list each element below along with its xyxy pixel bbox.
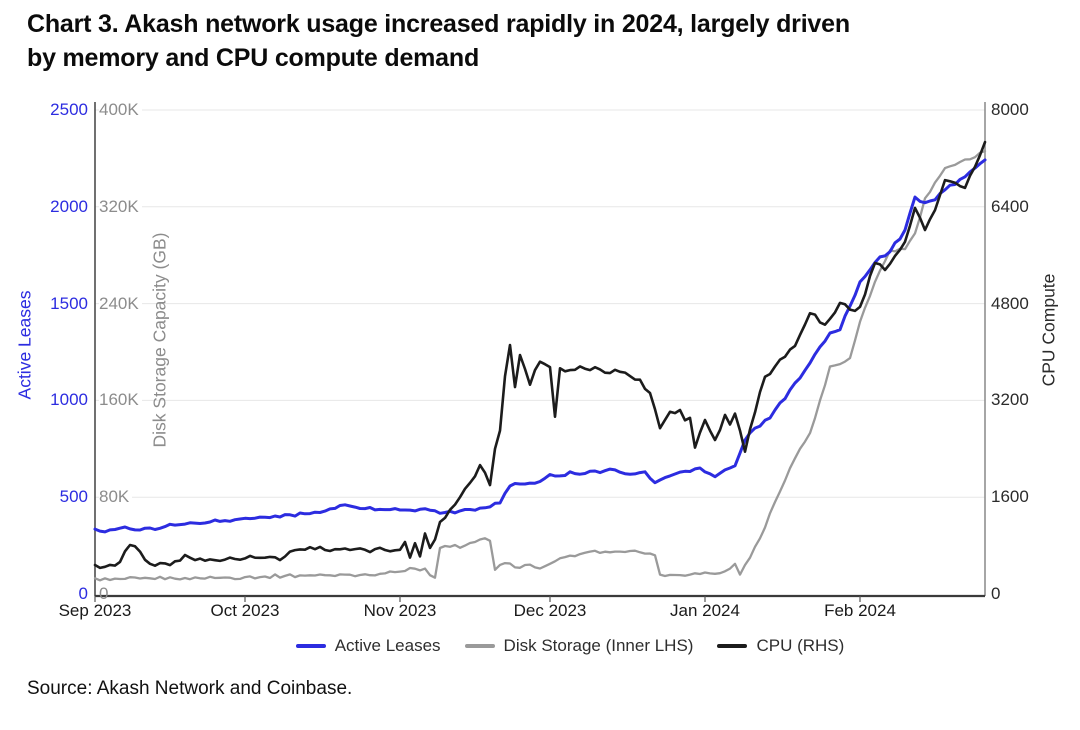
chart-title: Chart 3. Akash network usage increased r… bbox=[27, 8, 1067, 76]
legend-swatch-cpu bbox=[717, 644, 748, 648]
legend: Active Leases Disk Storage (Inner LHS) C… bbox=[30, 636, 1080, 656]
legend-item-active-leases: Active Leases bbox=[295, 636, 441, 656]
legend-swatch-disk-storage bbox=[464, 644, 495, 648]
series-line-active-leases bbox=[93, 158, 987, 534]
inner-left-axis-title: Disk Storage Capacity (GB) bbox=[149, 232, 170, 448]
left-axis-title: Active Leases bbox=[14, 290, 35, 400]
legend-item-disk-storage: Disk Storage (Inner LHS) bbox=[464, 636, 694, 656]
source-note: Source: Akash Network and Coinbase. bbox=[27, 678, 353, 699]
legend-label-cpu: CPU (RHS) bbox=[756, 636, 845, 655]
chart-title-line2: by memory and CPU compute demand bbox=[27, 43, 480, 72]
legend-label-active-leases: Active Leases bbox=[334, 636, 441, 655]
series-line-disk-storage-inner-lhs bbox=[93, 149, 987, 582]
legend-swatch-active-leases bbox=[295, 644, 326, 648]
legend-item-cpu: CPU (RHS) bbox=[717, 636, 844, 656]
chart-title-line1: Chart 3. Akash network usage increased r… bbox=[27, 10, 850, 38]
legend-label-disk-storage: Disk Storage (Inner LHS) bbox=[503, 636, 694, 655]
right-axis-title: CPU Compute bbox=[1038, 273, 1059, 387]
series-line-cpu-rhs bbox=[93, 140, 987, 570]
